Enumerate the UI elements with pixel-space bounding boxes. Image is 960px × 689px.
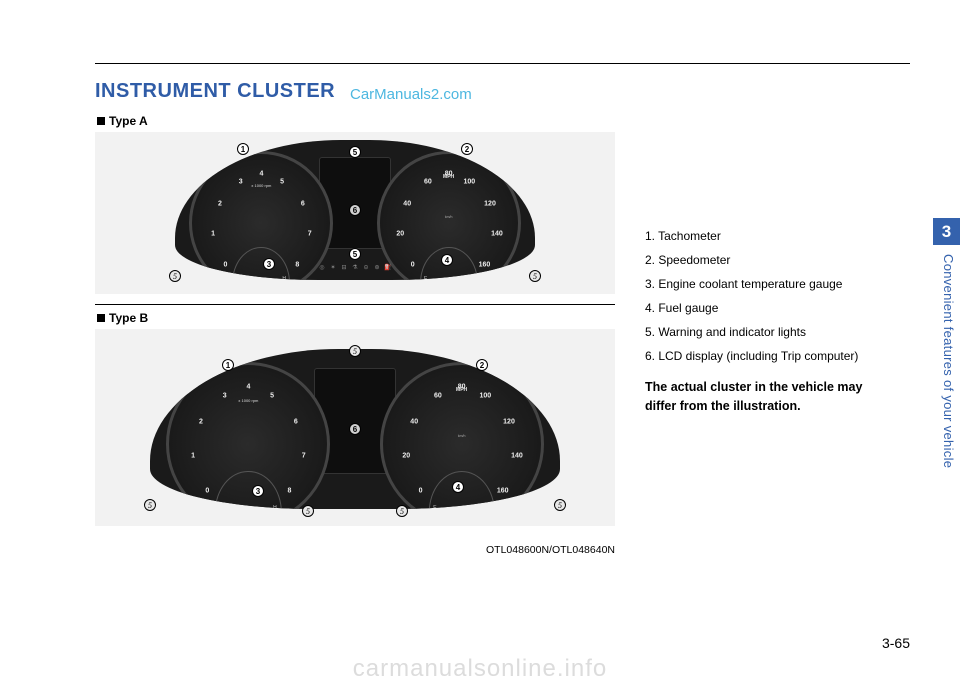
callout-4: 4 — [441, 254, 453, 266]
cluster-b: x 1000 rpm 0 1 2 3 4 5 6 7 8 — [150, 349, 560, 509]
abs-icon: ⊛ — [373, 263, 381, 271]
figure-type-b: x 1000 rpm 0 1 2 3 4 5 6 7 8 — [95, 329, 615, 526]
brake-icon: ⊝ — [362, 263, 370, 271]
legend-item: 6. LCD display (including Trip computer) — [645, 344, 895, 368]
figure-type-a: x 1000 rpm 0 1 2 3 4 5 6 7 8 — [95, 132, 615, 294]
callout-2b: 2 — [476, 359, 488, 371]
cluster-a: x 1000 rpm 0 1 2 3 4 5 6 7 8 — [175, 140, 535, 280]
chapter-label: Convenient features of your vehicle — [941, 254, 956, 468]
watermark-top: CarManuals2.com — [350, 86, 472, 103]
top-rule — [95, 63, 910, 64]
tachometer-dial-b: x 1000 rpm 0 1 2 3 4 5 6 7 8 — [166, 362, 330, 509]
indicator-row: ◎ ✶ ⊟ ⚗ ⊝ ⊛ ⛽ — [272, 259, 438, 276]
airbag-icon: ✶ — [329, 263, 337, 271]
callout-5-br: 5 — [529, 270, 541, 282]
callout-2: 2 — [461, 143, 473, 155]
callout-5-mid: 5 — [349, 248, 361, 260]
callout-5-top: 5 — [349, 146, 361, 158]
callout-5b-bl: 5 — [144, 499, 156, 511]
type-b-label: Type B — [97, 311, 615, 325]
callout-5b-b1: 5 — [302, 505, 314, 517]
callout-5b-br: 5 — [554, 499, 566, 511]
callout-6b: 6 — [349, 423, 361, 435]
callout-6: 6 — [349, 204, 361, 216]
legend-item: 5. Warning and indicator lights — [645, 320, 895, 344]
battery-icon: ⊟ — [340, 263, 348, 271]
callout-5b-b2: 5 — [396, 505, 408, 517]
legend: 1. Tachometer 2. Speedometer 3. Engine c… — [645, 224, 895, 416]
callout-4b: 4 — [452, 481, 464, 493]
page-title: INSTRUMENT CLUSTER — [95, 80, 335, 103]
callout-3: 3 — [263, 258, 275, 270]
image-id: OTL048600N/OTL048640N — [95, 544, 615, 556]
figure-divider — [95, 304, 615, 305]
seatbelt-icon: ◎ — [318, 263, 326, 271]
legend-item: 1. Tachometer — [645, 224, 895, 248]
fuel-icon: ⛽ — [384, 263, 392, 271]
callout-1: 1 — [237, 143, 249, 155]
legend-item: 2. Speedometer — [645, 248, 895, 272]
callout-3b: 3 — [252, 485, 264, 497]
chapter-tab: 3 — [933, 218, 960, 245]
callout-5b-top: 5 — [349, 345, 361, 357]
legend-item: 3. Engine coolant temperature gauge — [645, 272, 895, 296]
type-a-label: Type A — [97, 114, 615, 128]
page-number: 3-65 — [882, 635, 910, 651]
watermark-bottom: carmanualsonline.info — [353, 655, 607, 683]
callout-5-bl: 5 — [169, 270, 181, 282]
legend-note: The actual cluster in the vehicle may di… — [645, 378, 895, 416]
callout-1b: 1 — [222, 359, 234, 371]
figure-area: Type A x 1000 rpm 0 1 2 3 4 5 — [95, 108, 615, 556]
oil-icon: ⚗ — [351, 263, 359, 271]
manual-page: INSTRUMENT CLUSTER CarManuals2.com 3 Con… — [0, 0, 960, 689]
legend-item: 4. Fuel gauge — [645, 296, 895, 320]
